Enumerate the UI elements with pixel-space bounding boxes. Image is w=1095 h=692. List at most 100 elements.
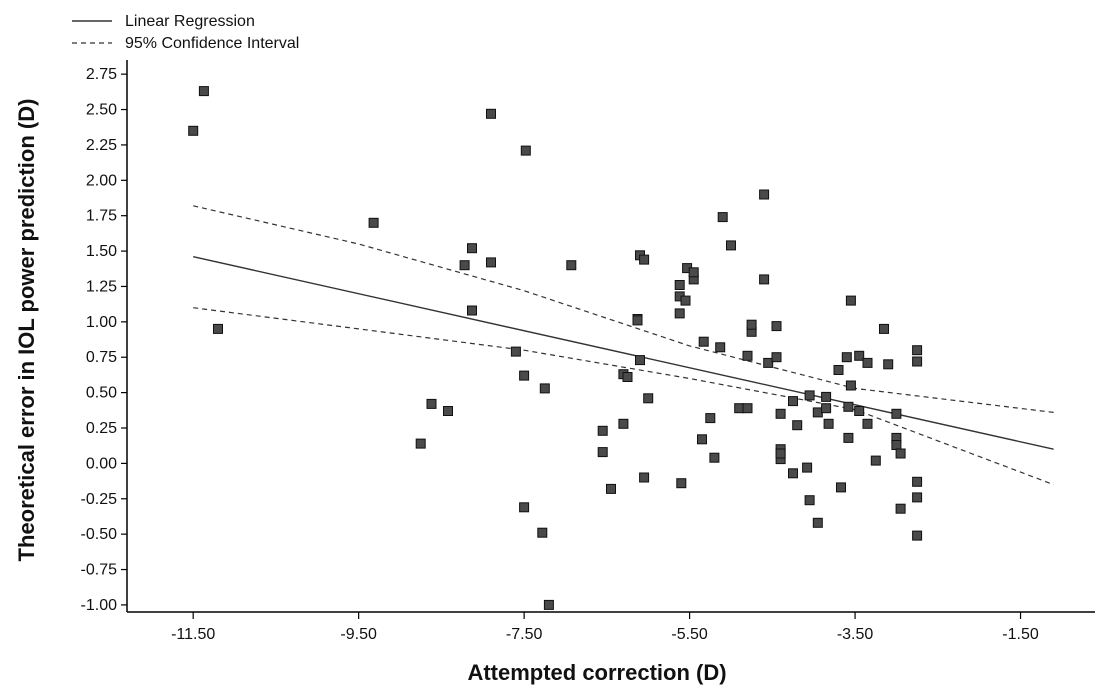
y-tick-label: 2.25 <box>86 137 117 154</box>
data-point <box>705 413 716 424</box>
regression-line <box>193 256 1054 450</box>
data-point <box>775 408 786 419</box>
legend: Linear Regression 95% Confidence Interva… <box>72 13 299 52</box>
x-tick-label: -5.50 <box>671 626 708 643</box>
data-point <box>486 108 496 119</box>
data-point <box>674 280 685 290</box>
data-point <box>870 455 881 466</box>
y-tick-label: 0.75 <box>86 349 117 366</box>
data-point <box>895 503 906 514</box>
data-point <box>674 308 685 319</box>
data-point <box>697 434 707 445</box>
data-point <box>198 86 209 97</box>
data-point <box>912 492 923 503</box>
data-point <box>368 217 379 228</box>
data-point <box>771 352 782 363</box>
x-tick-label: -11.50 <box>171 626 215 643</box>
data-point <box>443 406 453 416</box>
data-point <box>543 599 554 610</box>
data-point <box>566 260 577 271</box>
x-tick-label: -1.50 <box>1002 626 1039 643</box>
data-point <box>709 452 720 463</box>
data-point <box>415 438 426 449</box>
data-point <box>775 448 786 459</box>
y-tick-label: 1.25 <box>86 278 117 295</box>
data-point <box>717 212 728 223</box>
data-point <box>823 418 834 429</box>
x-tick-label: -9.50 <box>340 626 377 643</box>
data-point <box>821 391 832 402</box>
confidence-interval-line <box>193 307 1054 486</box>
data-point <box>639 472 650 483</box>
data-point <box>788 468 798 479</box>
data-point <box>862 357 873 368</box>
data-point <box>188 125 199 136</box>
data-point <box>812 407 823 418</box>
data-point <box>597 425 608 436</box>
data-point <box>792 420 803 431</box>
y-tick-label: -0.50 <box>81 526 118 543</box>
data-point <box>688 267 699 278</box>
data-point <box>912 356 923 367</box>
data-point <box>788 396 798 407</box>
data-point <box>836 482 846 493</box>
data-point <box>676 478 687 489</box>
data-point <box>643 393 654 404</box>
y-tick-label: -0.75 <box>81 562 118 579</box>
y-tick-label: 1.75 <box>86 208 117 225</box>
data-point <box>833 365 844 375</box>
data-point <box>519 502 530 513</box>
data-point <box>635 355 645 366</box>
data-point <box>459 260 470 271</box>
data-point <box>759 189 770 200</box>
data-point <box>841 352 852 363</box>
data-point <box>891 408 902 419</box>
data-point <box>680 295 691 306</box>
data-point <box>912 530 923 541</box>
data-point <box>618 418 629 429</box>
data-point <box>759 274 770 285</box>
y-tick-label: -1.00 <box>81 597 118 614</box>
data-point <box>597 447 608 458</box>
plot-area <box>70 55 1095 620</box>
data-point <box>742 403 753 414</box>
data-point <box>622 372 633 382</box>
data-point <box>632 315 643 326</box>
data-point <box>854 406 865 416</box>
data-point <box>895 448 906 459</box>
data-point <box>912 476 923 487</box>
data-point <box>771 321 782 332</box>
data-point <box>879 323 889 334</box>
data-point <box>845 380 856 391</box>
confidence-interval-line <box>193 205 1054 413</box>
x-tick-label: -7.50 <box>506 626 543 643</box>
y-tick-label: 2.50 <box>86 102 117 119</box>
data-point <box>606 483 616 494</box>
y-tick-label: 0.25 <box>86 420 117 437</box>
x-axis-title: Attempted correction (D) <box>467 660 726 685</box>
legend-label-linear-regression: Linear Regression <box>125 13 255 30</box>
y-tick-label: 1.00 <box>86 314 117 331</box>
data-point <box>467 305 477 316</box>
data-point <box>639 254 650 265</box>
data-point <box>726 240 736 251</box>
data-point <box>426 398 437 409</box>
x-tick-label: -3.50 <box>837 626 874 643</box>
data-point <box>510 346 521 357</box>
data-point <box>804 495 815 506</box>
data-point <box>742 350 753 361</box>
data-point <box>821 403 832 414</box>
data-point <box>763 357 774 368</box>
data-point <box>698 336 709 347</box>
data-points <box>188 86 923 610</box>
y-axis-title: Theoretical error in IOL power predictio… <box>14 99 39 562</box>
data-point <box>746 319 757 330</box>
data-point <box>883 359 894 370</box>
data-point <box>845 295 856 306</box>
data-point <box>843 432 854 443</box>
y-tick-label: 0.00 <box>86 455 117 472</box>
y-tick-label: 1.50 <box>86 243 117 260</box>
data-point <box>520 145 531 156</box>
legend-label-confidence-interval: 95% Confidence Interval <box>125 35 299 52</box>
